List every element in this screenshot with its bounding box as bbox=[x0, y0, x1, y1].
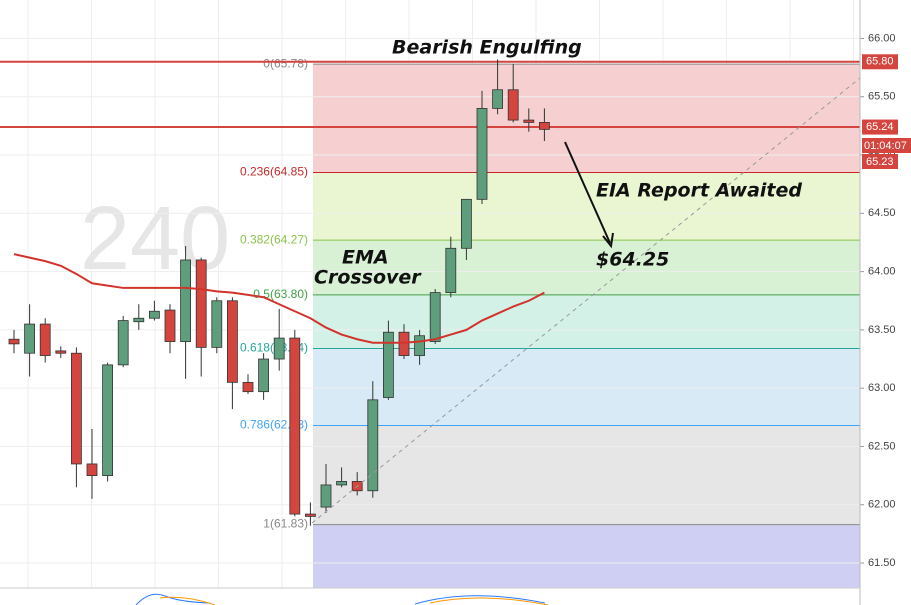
fib-band bbox=[313, 348, 860, 426]
candle-body bbox=[117, 320, 129, 366]
annotation: EIA Report Awaited bbox=[596, 180, 802, 202]
candle-body bbox=[86, 463, 98, 477]
candle-body bbox=[507, 89, 519, 121]
candle-body bbox=[492, 89, 504, 109]
candle-body bbox=[523, 119, 535, 123]
price-label: 65.24 bbox=[866, 121, 894, 133]
candle-body bbox=[211, 300, 223, 348]
y-tick-label: 61.50 bbox=[868, 557, 896, 569]
candle-body bbox=[71, 352, 82, 465]
candle-body bbox=[8, 338, 20, 345]
fib-label: 1(61.83) bbox=[263, 517, 308, 531]
watermark: 240 bbox=[80, 189, 230, 289]
last-price-box bbox=[862, 154, 898, 169]
price-label: 65.80 bbox=[866, 56, 894, 68]
candle-body bbox=[460, 198, 472, 249]
candle-body bbox=[304, 513, 316, 517]
fib-label: 0.382(64.27) bbox=[240, 232, 308, 246]
y-tick-label: 63.00 bbox=[868, 382, 896, 394]
candle-body bbox=[398, 331, 410, 356]
y-tick-label: 63.50 bbox=[868, 324, 896, 336]
fib-band bbox=[313, 172, 860, 241]
candle-body bbox=[102, 364, 113, 477]
countdown-box bbox=[862, 138, 911, 153]
candle-body bbox=[429, 292, 441, 342]
y-tick-label: 62.00 bbox=[868, 499, 896, 511]
candle-body bbox=[273, 337, 285, 360]
candle-body bbox=[320, 484, 332, 508]
fib-label: 0(65.78) bbox=[263, 56, 308, 70]
candle-body bbox=[414, 335, 426, 356]
candle-body bbox=[539, 121, 550, 130]
indicator-curve bbox=[429, 597, 549, 605]
y-tick-label: 62.50 bbox=[868, 440, 896, 452]
fib-band bbox=[313, 240, 860, 295]
last-price: 65.23 bbox=[866, 156, 894, 168]
candle-body bbox=[367, 399, 379, 492]
fib-band bbox=[313, 294, 860, 349]
countdown: 01:04:07 bbox=[864, 140, 907, 152]
ema-line bbox=[13, 253, 545, 344]
fib-label: 0.236(64.85) bbox=[240, 165, 308, 179]
candle-body bbox=[242, 381, 254, 393]
fib-label: 0.5(63.80) bbox=[253, 287, 308, 301]
indicator-curve bbox=[414, 595, 546, 605]
y-tick-label: 66.00 bbox=[868, 32, 896, 44]
candle-body bbox=[39, 323, 51, 356]
fib-band bbox=[313, 425, 860, 525]
arrow bbox=[564, 141, 611, 244]
annotation: $64.25 bbox=[596, 249, 669, 271]
fib-band bbox=[313, 524, 860, 588]
annotation: Bearish Engulfing bbox=[392, 37, 582, 59]
candle-body bbox=[195, 259, 207, 348]
candle-body bbox=[382, 331, 394, 398]
candle-body bbox=[476, 108, 488, 200]
fib-band bbox=[313, 64, 860, 173]
candle-body bbox=[180, 259, 192, 342]
price-label-box bbox=[862, 119, 898, 135]
candle-body bbox=[164, 309, 176, 342]
candle-body bbox=[133, 317, 145, 323]
candle-body bbox=[24, 323, 36, 354]
arrow-head bbox=[602, 232, 614, 249]
candle-body bbox=[289, 337, 301, 515]
price-label-box bbox=[862, 54, 898, 70]
candle-body bbox=[258, 358, 270, 393]
candle-body bbox=[55, 350, 67, 354]
trend-line bbox=[311, 77, 861, 524]
indicator-curve bbox=[135, 593, 211, 605]
y-tick-label: 64.50 bbox=[868, 207, 896, 219]
annotation: Crossover bbox=[314, 267, 422, 289]
candle-body bbox=[445, 247, 457, 293]
annotation: EMA bbox=[342, 247, 389, 269]
y-tick-label: 65.50 bbox=[868, 91, 896, 103]
y-tick-label: 64.00 bbox=[868, 266, 896, 278]
candle-body bbox=[226, 300, 238, 383]
candle-body bbox=[148, 310, 160, 319]
indicator-curve bbox=[159, 596, 216, 605]
candle-body bbox=[336, 481, 348, 486]
